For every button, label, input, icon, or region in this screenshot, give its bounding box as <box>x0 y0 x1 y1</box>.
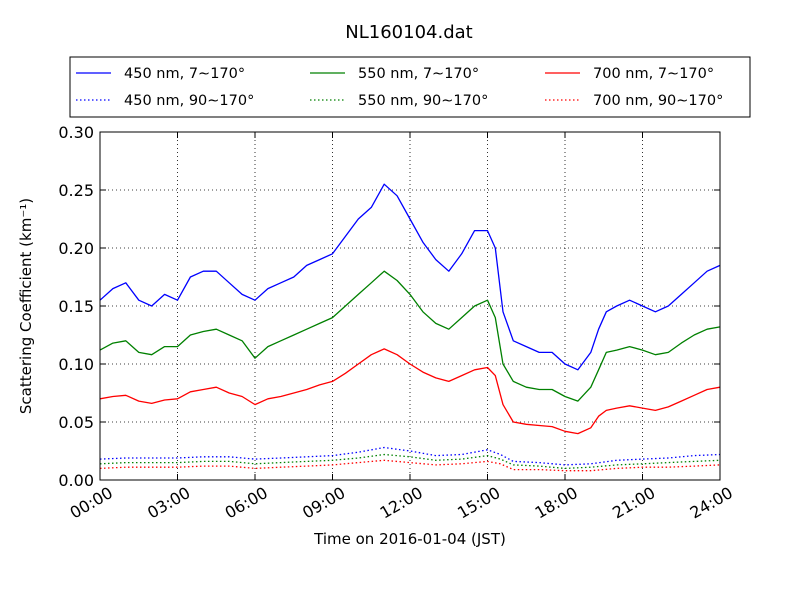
legend-label-2: 550 nm, 7∼170° <box>358 66 479 82</box>
series-line-4 <box>99 348 721 435</box>
x-axis-label: Time on 2016-01-04 (JST) <box>313 530 506 548</box>
legend-label-3: 550 nm, 90∼170° <box>358 93 488 109</box>
legend-label-0: 450 nm, 7∼170° <box>124 66 245 82</box>
x-tick-label: 18:00 <box>532 483 581 523</box>
x-tick-label: 24:00 <box>687 483 736 523</box>
y-tick-label: 0.20 <box>58 239 94 258</box>
y-tick-label: 0.15 <box>58 297 94 316</box>
chart-title: NL160104.dat <box>345 22 472 43</box>
x-tick-label: 15:00 <box>454 483 503 523</box>
y-tick-label: 0.05 <box>58 413 94 432</box>
y-tick-label: 0.25 <box>58 181 94 200</box>
y-tick-label: 0.30 <box>58 123 94 142</box>
y-tick-label: 0.00 <box>58 471 94 490</box>
x-tick-label: 09:00 <box>299 483 348 523</box>
x-tick-label: 03:00 <box>144 483 193 523</box>
y-axis-label: Scattering Coefficient (km⁻¹) <box>17 198 35 414</box>
y-tick-label: 0.10 <box>58 355 94 374</box>
legend-label-4: 700 nm, 7∼170° <box>593 66 714 82</box>
legend-frame <box>69 56 751 118</box>
x-tick-label: 21:00 <box>609 483 658 523</box>
series-line-2 <box>99 270 721 402</box>
x-tick-label: 06:00 <box>222 483 271 523</box>
grid-lines <box>100 132 720 480</box>
legend-label-5: 700 nm, 90∼170° <box>593 93 723 109</box>
series-line-1 <box>99 446 721 466</box>
series-line-0 <box>99 183 721 371</box>
x-tick-label: 12:00 <box>377 483 426 523</box>
legend-label-1: 450 nm, 90∼170° <box>124 93 254 109</box>
legend: 450 nm, 7∼170° 550 nm, 7∼170° 700 nm, 7∼17… <box>69 56 751 118</box>
plot-series <box>99 183 721 472</box>
